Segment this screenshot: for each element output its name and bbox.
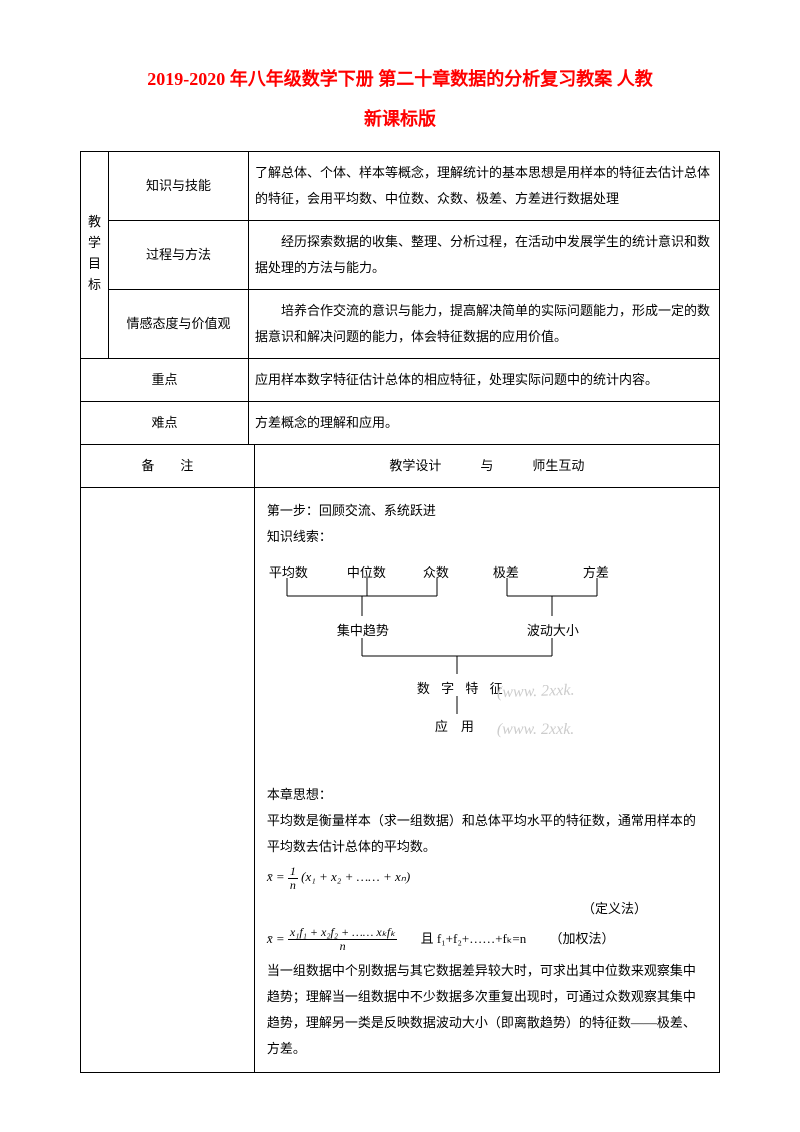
node-fluct: 波动大小 [527, 618, 579, 644]
node-variance: 方差 [583, 560, 609, 586]
node-mean: 平均数 [269, 560, 308, 586]
remarks-cell [81, 488, 255, 1072]
design-content-cell: 第一步：回顾交流、系统跃进 知识线索： [254, 488, 719, 1072]
diagram-lines [267, 556, 647, 776]
doc-title: 2019-2020 年八年级数学下册 第二十章数据的分析复习教案 人教 新课标版 [80, 60, 720, 139]
row-knowledge-text: 了解总体、个体、样本等概念，理解统计的基本思想是用样本的特征去估计总体的特征，会… [249, 152, 720, 221]
formula-definition-note: （定义法） [267, 896, 707, 922]
lesson-plan-table: 教学目标 知识与技能 了解总体、个体、样本等概念，理解统计的基本思想是用样本的特… [80, 151, 720, 1072]
formula-definition: x̄ = 1 n (x₁ + x₂ + …… + xₙ) [267, 864, 707, 892]
row-difficult-text: 方差概念的理解和应用。 [249, 402, 720, 445]
title-line-2: 新课标版 [80, 100, 720, 140]
header-design: 教学设计 与 师生互动 [254, 445, 719, 488]
para-2: 当一组数据中个别数据与其它数据差异较大时，可求出其中位数来观察集中趋势；理解当一… [267, 958, 707, 1062]
clue-label: 知识线索： [267, 524, 707, 550]
node-digital: 数 字 特 征 [417, 676, 507, 702]
step-1: 第一步：回顾交流、系统跃进 [267, 498, 707, 524]
para-1: 平均数是衡量样本（求一组数据）和总体平均水平的特征数，通常用样本的平均数去估计总… [267, 808, 707, 860]
node-mode: 众数 [423, 560, 449, 586]
row-attitude-label: 情感态度与价值观 [109, 290, 249, 359]
row-keypoint-label: 重点 [81, 359, 249, 402]
node-range: 极差 [493, 560, 519, 586]
goals-vertical-label: 教学目标 [81, 152, 109, 359]
row-attitude-text: 培养合作交流的意识与能力，提高解决简单的实际问题能力，形成一定的数据意识和解决问… [249, 290, 720, 359]
header-remarks: 备 注 [81, 445, 255, 488]
title-line-1: 2019-2020 年八年级数学下册 第二十章数据的分析复习教案 人教 [80, 60, 720, 100]
thought-label: 本章思想： [267, 782, 707, 808]
row-difficult-label: 难点 [81, 402, 249, 445]
row-knowledge-label: 知识与技能 [109, 152, 249, 221]
row-process-text: 经历探索数据的收集、整理、分析过程，在活动中发展学生的统计意识和数据处理的方法与… [249, 221, 720, 290]
row-process-label: 过程与方法 [109, 221, 249, 290]
node-apply: 应 用 [435, 714, 474, 740]
formula-weighted: x̄ = x₁f₁ + x₂f₂ + …… xₖfₖ n 且 f₁+f₂+……+… [267, 926, 707, 954]
row-keypoint-text: 应用样本数字特征估计总体的相应特征，处理实际问题中的统计内容。 [249, 359, 720, 402]
node-central: 集中趋势 [337, 618, 389, 644]
knowledge-diagram: 平均数 中位数 众数 极差 方差 集中趋势 波动大小 数 字 特 征 应 用 (… [267, 556, 647, 776]
node-median: 中位数 [347, 560, 386, 586]
